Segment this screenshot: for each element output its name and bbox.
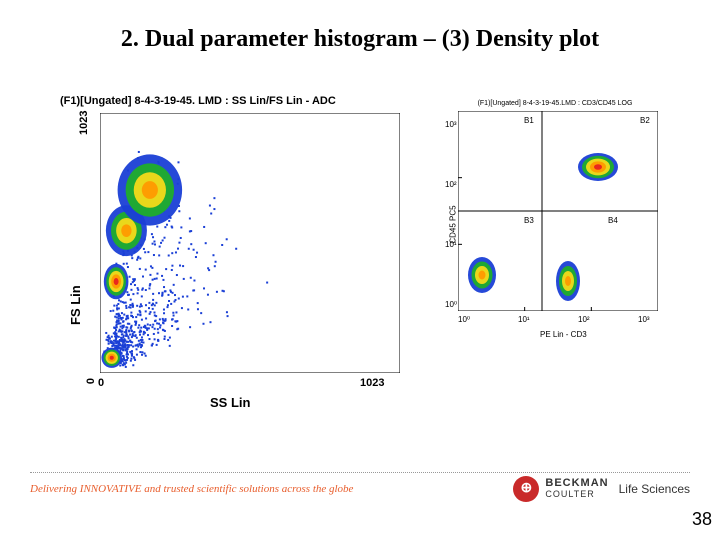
footer-tagline: Delivering INNOVATIVE and trusted scient… xyxy=(30,483,353,495)
svg-text:B2: B2 xyxy=(640,116,650,125)
x-tick-0-left: 0 xyxy=(98,377,104,389)
slide-title: 2. Dual parameter histogram – (3) Densit… xyxy=(0,26,720,53)
y-tick-0-right: 10⁰ xyxy=(445,300,457,309)
plot-header-right: (F1)[Ungated] 8-4-3-19-45.LMD : CD3/CD45… xyxy=(430,100,680,107)
y-tick-3-right: 10³ xyxy=(445,120,457,129)
y-tick-1-left: 1023 xyxy=(78,111,90,135)
y-tick-2-right: 10² xyxy=(445,180,457,189)
svg-text:B4: B4 xyxy=(608,216,618,225)
plot-canvas-right: B1 B2 B3 B4 xyxy=(458,111,658,311)
x-axis-label-right: PE Lin - CD3 xyxy=(540,330,587,339)
brand-block: ⊕ BECKMAN COULTER Life Sciences xyxy=(513,476,690,502)
density-plot-left: (F1)[Ungated] 8-4-3-19-45. LMD : SS Lin/… xyxy=(60,95,400,415)
svg-text:B1: B1 xyxy=(524,116,534,125)
x-tick-3-right: 10³ xyxy=(638,315,650,324)
x-axis-label-left: SS Lin xyxy=(210,395,250,410)
footer: Delivering INNOVATIVE and trusted scient… xyxy=(30,472,690,500)
y-axis-label-left: FS Lin xyxy=(68,285,83,325)
brand-bottom: COULTER xyxy=(545,490,608,499)
y-axis-label-right: CD45 PC5 xyxy=(449,205,458,243)
x-tick-1-right: 10¹ xyxy=(518,315,530,324)
brand-logo-icon: ⊕ xyxy=(513,476,539,502)
y-tick-0-left: 0 xyxy=(85,378,97,384)
svg-text:B3: B3 xyxy=(524,216,534,225)
density-plot-right: (F1)[Ungated] 8-4-3-19-45.LMD : CD3/CD45… xyxy=(430,100,680,380)
page-number: 38 xyxy=(692,509,712,530)
plot-header-left: (F1)[Ungated] 8-4-3-19-45. LMD : SS Lin/… xyxy=(60,95,400,107)
plot-canvas-left xyxy=(100,113,400,373)
x-tick-0-right: 10⁰ xyxy=(458,315,470,324)
x-tick-2-right: 10² xyxy=(578,315,590,324)
x-tick-1-left: 1023 xyxy=(360,377,384,389)
brand-side: Life Sciences xyxy=(619,482,690,496)
brand-top: BECKMAN xyxy=(545,478,608,490)
brand-text: BECKMAN COULTER xyxy=(545,478,608,499)
y-tick-1-right: 10¹ xyxy=(445,240,457,249)
